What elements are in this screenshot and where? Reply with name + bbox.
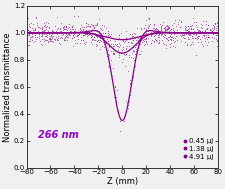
X-axis label: Z (mm): Z (mm) (106, 177, 137, 186)
Y-axis label: Normalized transmittance: Normalized transmittance (3, 32, 12, 142)
Legend: 0.45 μJ, 1.38 μJ, 4.91 μJ: 0.45 μJ, 1.38 μJ, 4.91 μJ (182, 137, 214, 161)
Text: 266 nm: 266 nm (38, 130, 79, 140)
